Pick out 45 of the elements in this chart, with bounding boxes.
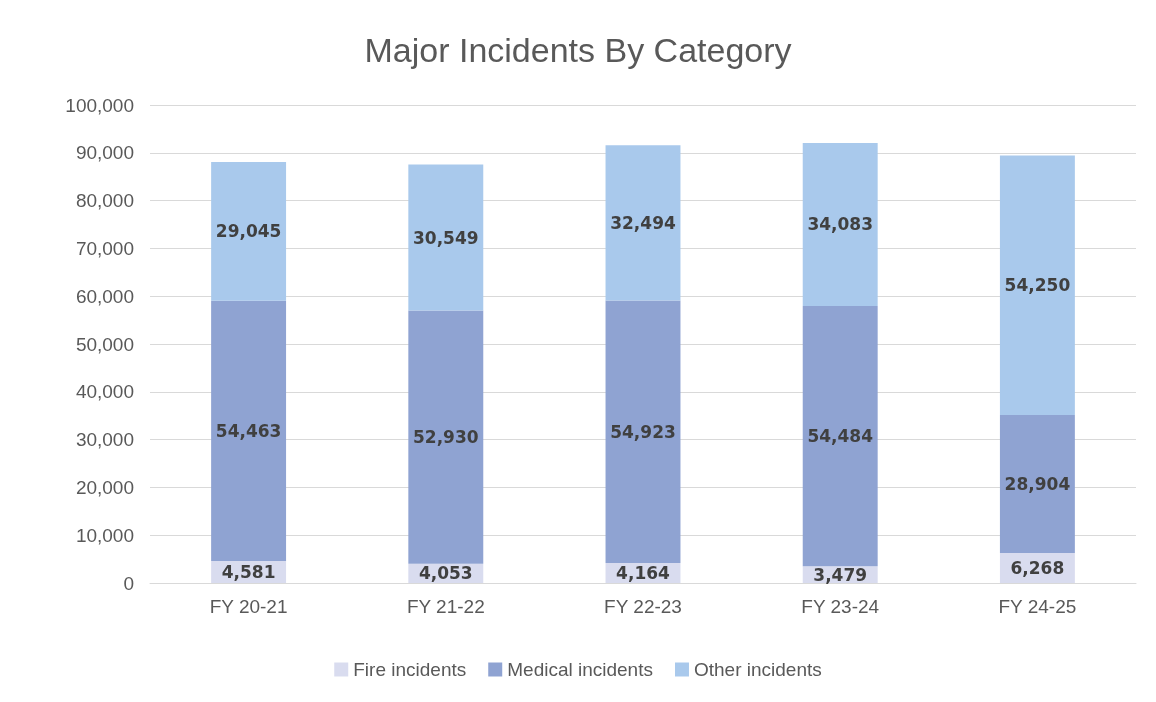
y-tick-label: 90,000 <box>75 142 134 164</box>
y-tick-label: 0 <box>123 572 134 594</box>
bar <box>408 164 484 311</box>
legend-label: Fire incidents <box>353 659 467 680</box>
data-label: 54,923 <box>610 421 676 442</box>
x-tick-label: FY 22-23 <box>604 596 682 617</box>
data-label: 52,930 <box>413 427 479 448</box>
x-tick-label: FY 24-25 <box>998 596 1077 617</box>
bar <box>999 155 1075 415</box>
legend-label: Other incidents <box>693 659 822 680</box>
data-label: 28,904 <box>1004 473 1071 494</box>
data-label: 30,549 <box>413 227 479 248</box>
y-tick-label: 70,000 <box>75 237 134 259</box>
legend-label: Medical incidents <box>507 659 653 680</box>
data-label: 3,479 <box>813 564 868 585</box>
data-label: 54,463 <box>215 420 282 441</box>
bar <box>999 414 1075 554</box>
y-tick-label: 60,000 <box>75 285 134 307</box>
y-tick-label: 30,000 <box>75 429 134 451</box>
data-label: 32,494 <box>610 212 676 233</box>
bar <box>408 310 484 564</box>
data-label: 54,484 <box>807 426 874 447</box>
data-label: 4,164 <box>616 563 671 584</box>
x-tick-label: FY 23-24 <box>801 596 880 617</box>
bar <box>802 143 878 306</box>
y-tick-label: 10,000 <box>75 524 134 546</box>
y-tick-label: 100,000 <box>65 94 134 116</box>
y-tick-label: 40,000 <box>75 381 134 403</box>
chart-title: Major Incidents By Category <box>364 31 792 69</box>
data-label: 6,268 <box>1010 558 1065 579</box>
y-tick-label: 50,000 <box>75 333 134 355</box>
bar <box>802 305 878 567</box>
x-tick-label: FY 21-22 <box>406 596 485 617</box>
data-label: 29,045 <box>215 221 282 242</box>
data-label: 4,053 <box>418 563 473 584</box>
data-label: 54,250 <box>1004 275 1071 296</box>
y-tick-label: 20,000 <box>75 476 134 498</box>
bar <box>605 300 681 564</box>
bar <box>211 300 287 562</box>
x-tick-label: FY 20-21 <box>209 596 288 617</box>
data-label: 4,581 <box>221 562 276 583</box>
y-tick-label: 80,000 <box>75 190 134 212</box>
bar <box>211 161 287 301</box>
bar <box>605 145 681 301</box>
data-label: 34,083 <box>807 214 873 235</box>
